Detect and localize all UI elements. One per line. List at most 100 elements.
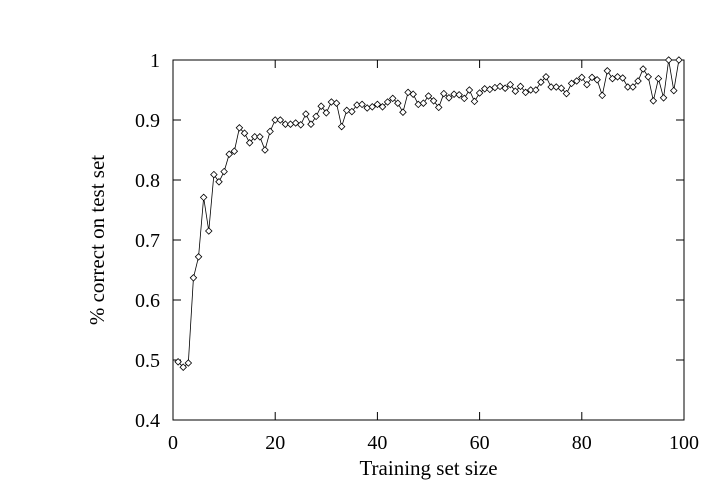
- axis-ticks: [172, 59, 685, 421]
- data-point-marker: [261, 146, 269, 154]
- data-point-marker: [624, 83, 632, 91]
- data-point-marker: [205, 227, 213, 235]
- data-point-marker: [506, 80, 515, 89]
- data-point-marker: [394, 99, 402, 107]
- y-tick-label: 0.6: [135, 290, 160, 312]
- y-axis-label: % correct on test set: [85, 155, 109, 325]
- data-point-marker: [440, 89, 448, 98]
- data-point-marker: [644, 73, 652, 81]
- data-point-marker: [199, 193, 208, 202]
- data-point-marker: [240, 129, 249, 137]
- data-point-marker: [322, 109, 331, 117]
- series-line: [177, 59, 680, 368]
- data-point-marker: [511, 87, 520, 95]
- x-axis-label: Training set size: [359, 456, 497, 480]
- data-point-marker: [225, 150, 233, 158]
- x-tick-label: 100: [669, 432, 699, 454]
- data-point-marker: [634, 77, 642, 85]
- data-point-marker: [547, 83, 555, 91]
- data-point-marker: [327, 98, 336, 106]
- data-point-marker: [593, 76, 601, 84]
- data-point-marker: [664, 56, 673, 64]
- data-point-marker: [215, 178, 223, 186]
- data-point-marker: [526, 86, 535, 94]
- x-tick-label: 40: [367, 432, 387, 454]
- data-point-marker: [399, 108, 407, 116]
- data-point-marker: [654, 74, 663, 83]
- data-point-marker: [337, 122, 346, 131]
- x-tick-label: 60: [470, 432, 490, 454]
- data-point-marker: [363, 104, 371, 112]
- y-tick-label: 0.8: [135, 170, 160, 192]
- data-point-marker: [583, 80, 591, 89]
- data-point-marker: [475, 89, 484, 97]
- y-tick-label: 0.9: [135, 110, 160, 132]
- data-point-marker: [220, 167, 228, 176]
- data-point-marker: [572, 77, 581, 85]
- data-point-marker: [174, 358, 182, 366]
- plot-area-frame: [172, 59, 685, 421]
- data-point-marker: [230, 147, 239, 155]
- data-point-marker: [639, 65, 647, 73]
- data-point-marker: [184, 359, 193, 367]
- data-point-marker: [302, 110, 310, 118]
- x-tick-label: 80: [572, 432, 592, 454]
- data-point-marker: [266, 127, 274, 136]
- data-point-marker: [409, 90, 417, 98]
- data-point-marker: [613, 73, 622, 81]
- data-point-marker: [307, 120, 315, 128]
- data-point-marker: [210, 170, 218, 179]
- data-point-marker: [256, 133, 264, 141]
- data-point-marker: [557, 84, 566, 92]
- data-point-marker: [296, 121, 305, 129]
- data-point-marker: [317, 102, 325, 110]
- data-point-marker: [286, 120, 295, 128]
- data-point-marker: [429, 97, 438, 105]
- data-point-marker: [179, 363, 187, 371]
- data-point-marker: [235, 124, 244, 132]
- data-point-marker: [358, 100, 366, 109]
- y-tick-label: 1: [150, 50, 160, 72]
- data-point-marker: [373, 100, 382, 109]
- data-point-marker: [434, 103, 443, 112]
- data-point-marker: [414, 100, 423, 109]
- data-point-marker: [598, 91, 607, 100]
- data-point-marker: [567, 79, 576, 88]
- data-point-marker: [312, 112, 320, 121]
- data-point-marker: [537, 78, 545, 86]
- x-tick-label: 20: [265, 432, 285, 454]
- data-point-marker: [189, 274, 198, 282]
- data-point-marker: [388, 94, 397, 103]
- data-point-marker: [578, 73, 586, 82]
- data-point-marker: [675, 56, 683, 64]
- data-point-marker: [245, 139, 254, 147]
- data-point-marker: [649, 97, 658, 105]
- axis-tick-labels: 0 20 40 60 80 100 0.4 0.5 0.6 0.7 0.8 0.9 1: [135, 50, 699, 454]
- data-point-marker: [348, 107, 356, 116]
- data-point-marker: [670, 86, 678, 95]
- data-point-marker: [603, 67, 612, 75]
- data-point-marker: [424, 92, 433, 100]
- data-point-marker: [532, 86, 540, 94]
- y-tick-label: 0.7: [135, 230, 160, 252]
- data-point-marker: [460, 94, 469, 103]
- data-point-marker: [276, 116, 285, 124]
- data-point-marker: [332, 99, 341, 107]
- data-point-marker: [465, 86, 474, 94]
- data-point-marker: [618, 74, 627, 82]
- data-point-marker: [445, 94, 453, 102]
- data-point-marker: [521, 88, 530, 97]
- data-point-marker: [271, 116, 279, 124]
- data-point-marker: [450, 90, 458, 98]
- data-point-marker: [542, 73, 550, 81]
- data-point-marker: [629, 83, 637, 91]
- data-point-marker: [250, 133, 259, 141]
- data-point-marker: [368, 103, 377, 111]
- data-point-marker: [281, 120, 290, 128]
- data-point-marker: [470, 97, 479, 106]
- data-point-marker: [588, 73, 596, 82]
- data-point-marker: [342, 106, 351, 115]
- y-tick-label: 0.4: [135, 410, 160, 432]
- data-point-marker: [383, 98, 392, 106]
